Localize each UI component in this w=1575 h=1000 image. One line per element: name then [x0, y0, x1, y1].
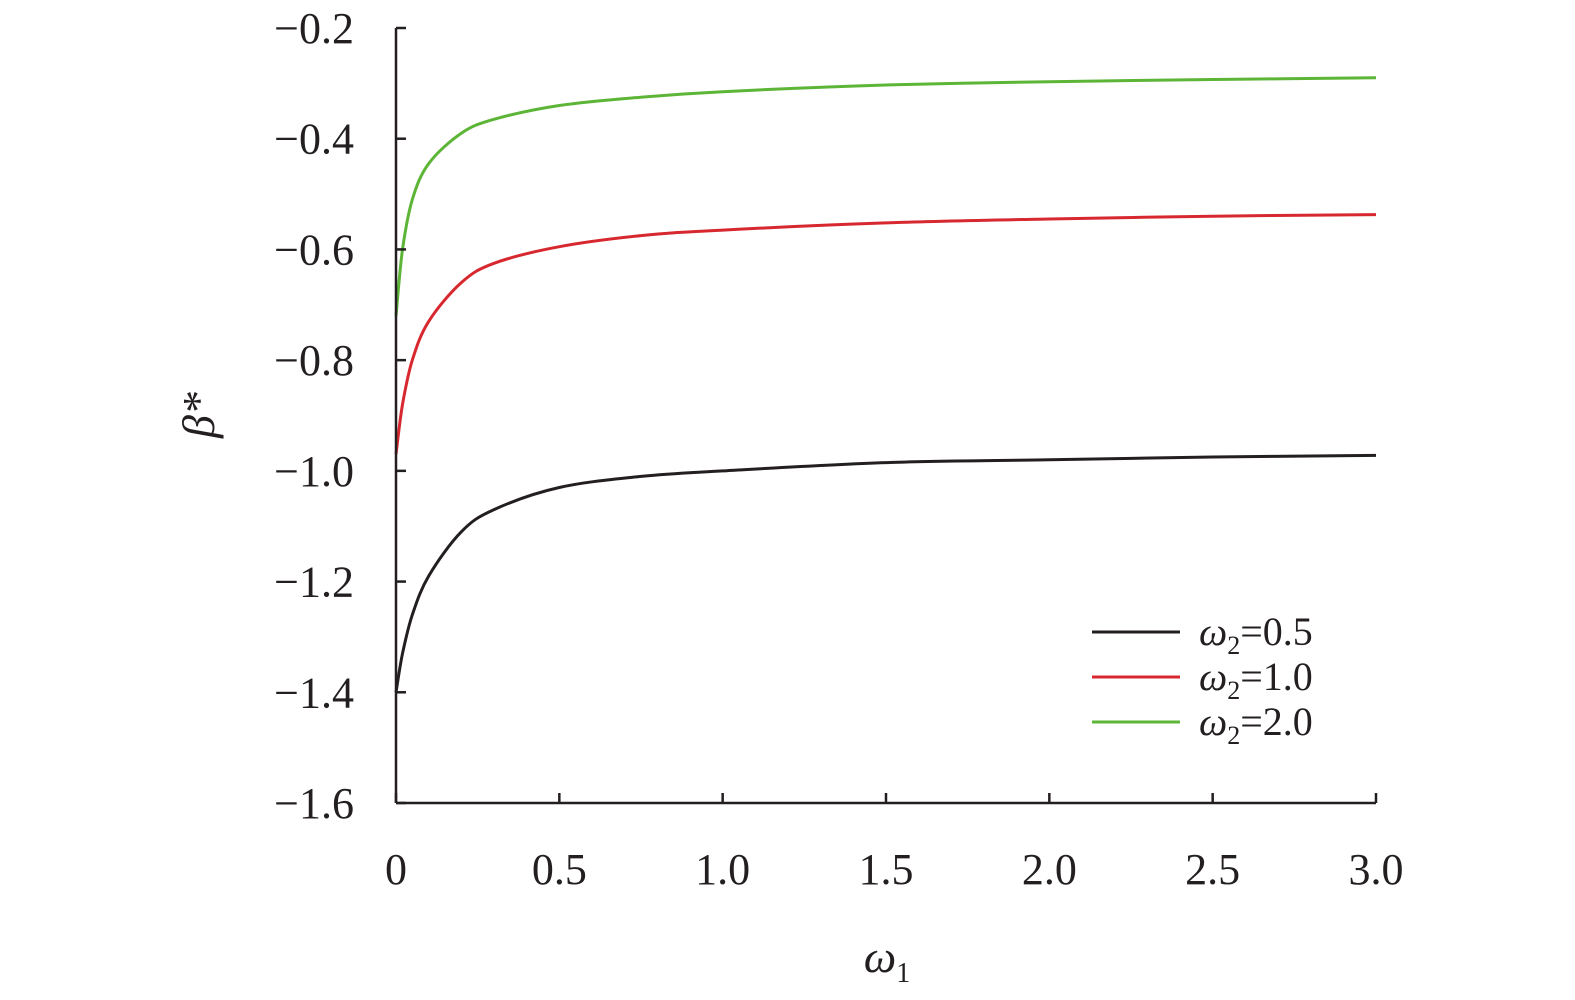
x-tick-label: 3.0: [1349, 845, 1404, 894]
y-tick-label: −0.2: [274, 4, 354, 53]
x-tick-label: 1.0: [695, 845, 750, 894]
x-axis-title: ω1: [864, 931, 910, 989]
x-tick-label: 0: [385, 845, 407, 894]
legend-label-1: ω2=0.5: [1199, 609, 1313, 660]
y-tick-label: −0.6: [274, 225, 354, 274]
x-tick-label: 0.5: [532, 845, 587, 894]
legend-label-3: ω2=2.0: [1199, 699, 1313, 750]
y-axis-title: β*: [173, 392, 224, 439]
x-tick-label: 2.0: [1022, 845, 1077, 894]
y-tick-label: −0.8: [274, 336, 354, 385]
y-tick-label: −1.0: [274, 447, 354, 496]
ticks-layer: −0.2 −0.4 −0.6 −0.8 −1.0 −1.2 −1.4 −1.6 0 0.5 1.0 1…: [274, 4, 1403, 894]
y-tick-label: −0.4: [274, 115, 354, 164]
x-tick-label: 1.5: [859, 845, 914, 894]
legend: ω2=0.5ω2=1.0ω2=2.0: [1092, 609, 1313, 750]
series-line-1: [394, 453, 1377, 693]
curves-layer: [394, 76, 1377, 693]
y-tick-label: −1.6: [274, 779, 354, 828]
series-line-2: [394, 213, 1377, 455]
y-tick-label: −1.4: [274, 668, 354, 717]
legend-label-2: ω2=1.0: [1199, 654, 1313, 705]
series-line-3: [394, 76, 1377, 317]
y-tick-label: −1.2: [274, 558, 354, 607]
x-tick-label: 2.5: [1185, 845, 1240, 894]
